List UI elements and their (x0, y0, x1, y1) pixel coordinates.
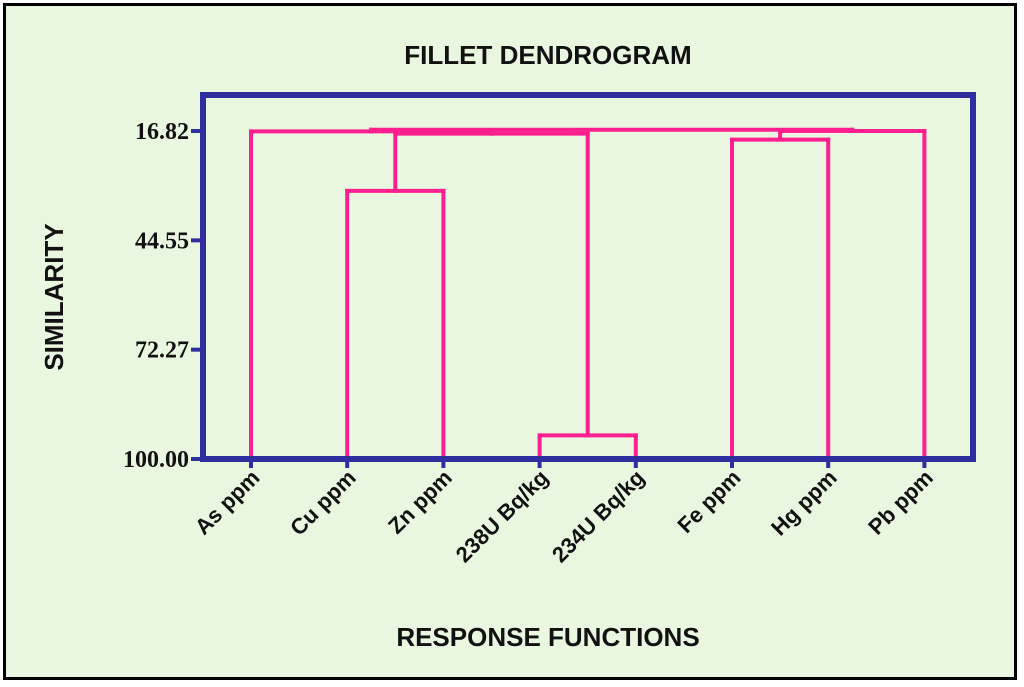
chart-background (6, 6, 1014, 677)
y-axis-label: SIMILARITY (39, 223, 69, 370)
y-tick-label: 44.55 (135, 228, 189, 254)
dendrogram-links (249, 127, 927, 461)
y-axis-ticks: 16.82 44.55 72.27 100.00 (123, 119, 203, 473)
chart-frame (3, 3, 1017, 680)
chart-title: FILLET DENDROGRAM (404, 40, 691, 70)
y-tick-label: 72.27 (135, 338, 189, 364)
plot-area-border (200, 92, 976, 462)
y-tick-label: 16.82 (135, 119, 189, 145)
x-axis-label: RESPONSE FUNCTIONS (396, 622, 699, 652)
y-tick-label: 100.00 (123, 447, 189, 473)
